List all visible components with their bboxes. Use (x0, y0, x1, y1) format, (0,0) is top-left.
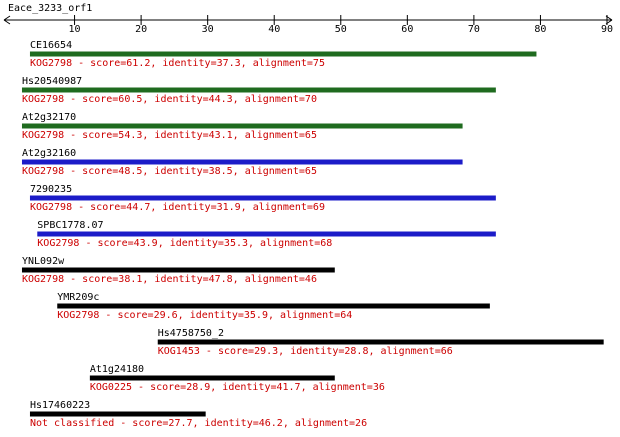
x-tick-label: 40 (268, 24, 280, 35)
x-tick-label: 70 (468, 24, 480, 35)
hit-description: KOG2798 - score=44.7, identity=31.9, ali… (30, 202, 325, 213)
x-tick-label: 50 (335, 24, 347, 35)
hit-description: KOG2798 - score=60.5, identity=44.3, ali… (22, 94, 317, 105)
hit-name: Hs17460223 (30, 400, 90, 411)
hit-name: SPBC1778.07 (37, 220, 103, 231)
x-tick-label: 10 (69, 24, 81, 35)
hit-bar (21, 87, 496, 93)
hit-name: YMR209c (57, 292, 99, 303)
hit-bar (29, 51, 537, 57)
hit-name: 7290235 (30, 184, 72, 195)
x-tick-label: 90 (601, 24, 613, 35)
hit-description: KOG2798 - score=54.3, identity=43.1, ali… (22, 130, 317, 141)
hit-bar (21, 123, 463, 129)
hit-name: Hs4758750_2 (158, 328, 224, 339)
hit-bar (21, 159, 463, 165)
query-title: Eace_3233_orf1 (8, 3, 92, 14)
hit-name: YNL092w (22, 256, 65, 267)
hit-description: KOG2798 - score=38.1, identity=47.8, ali… (22, 274, 317, 285)
hit-name: At2g32170 (22, 112, 76, 123)
hit-description: Not classified - score=27.7, identity=46… (30, 418, 367, 429)
hit-description: KOG2798 - score=48.5, identity=38.5, ali… (22, 166, 317, 177)
hit-bar (29, 411, 206, 417)
hit-description: KOG2798 - score=29.6, identity=35.9, ali… (57, 310, 352, 321)
hit-description: KOG1453 - score=29.3, identity=28.8, ali… (158, 346, 453, 357)
x-tick-label: 30 (202, 24, 214, 35)
hit-description: KOG0225 - score=28.9, identity=41.7, ali… (90, 382, 385, 393)
hit-name: At2g32160 (22, 148, 76, 159)
hit-bar (21, 267, 335, 273)
x-tick-label: 20 (135, 24, 147, 35)
x-tick-label: 60 (401, 24, 413, 35)
hit-bar (29, 195, 496, 201)
hit-description: KOG2798 - score=43.9, identity=35.3, ali… (37, 238, 332, 249)
x-tick-label: 80 (534, 24, 546, 35)
hit-name: At1g24180 (90, 364, 144, 375)
hit-bar (57, 303, 490, 309)
hit-description: KOG2798 - score=61.2, identity=37.3, ali… (30, 58, 325, 69)
hit-bar (89, 375, 335, 381)
hit-bar (157, 339, 604, 345)
hit-name: Hs20540987 (22, 76, 82, 87)
hit-name: CE16654 (30, 40, 72, 51)
ruler-arrows (3, 15, 613, 25)
hit-bar (37, 231, 496, 237)
